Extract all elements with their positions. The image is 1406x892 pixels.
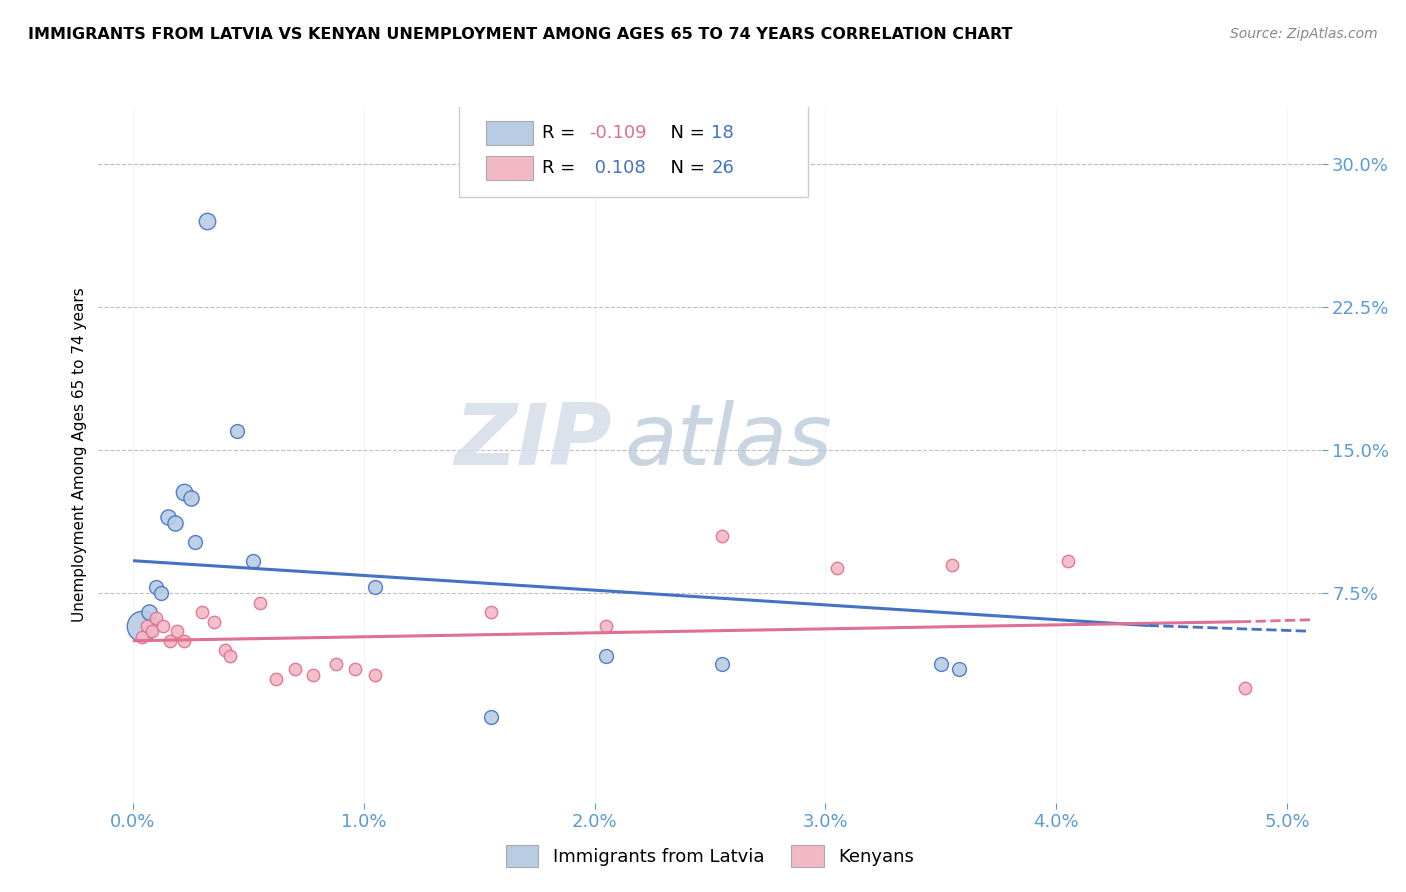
Point [149,586,172,600]
Text: N =: N = [658,125,710,143]
Point [1056,554,1078,568]
Text: atlas: atlas [624,400,832,483]
Point [173,633,195,648]
Text: Source: ZipAtlas.com: Source: ZipAtlas.com [1230,27,1378,41]
Point [595,618,617,632]
Bar [486,156,533,180]
Text: 26: 26 [711,160,734,178]
Point [242,554,264,568]
Point [284,662,307,676]
Point [595,648,617,663]
Text: N =: N = [658,160,710,178]
Point [825,561,848,575]
Point [173,485,195,500]
Point [195,214,218,228]
Point [202,615,225,629]
Point [152,618,174,632]
Point [710,529,733,543]
Text: R =: R = [543,125,582,143]
Point [166,624,188,639]
Point [302,668,325,682]
Point [479,710,502,724]
Point [191,605,214,619]
Text: IMMIGRANTS FROM LATVIA VS KENYAN UNEMPLOYMENT AMONG AGES 65 TO 74 YEARS CORRELAT: IMMIGRANTS FROM LATVIA VS KENYAN UNEMPLO… [28,27,1012,42]
Text: -0.109: -0.109 [589,125,647,143]
Point [325,657,347,671]
Point [219,648,242,663]
Point [710,657,733,671]
Bar [486,121,533,145]
Y-axis label: Unemployment Among Ages 65 to 74 years: Unemployment Among Ages 65 to 74 years [72,287,87,623]
Point [249,596,271,610]
Text: 0.108: 0.108 [589,160,645,178]
Point [159,633,181,648]
Text: R =: R = [543,160,582,178]
Point [929,657,952,671]
Point [214,643,236,657]
Legend: Immigrants from Latvia, Kenyans: Immigrants from Latvia, Kenyans [499,838,921,874]
Point [180,491,202,505]
Point [364,668,387,682]
Point [184,534,207,549]
Point [264,672,287,686]
Point [145,581,167,595]
Point [135,618,157,632]
Point [364,581,387,595]
Point [225,424,247,438]
Point [138,605,160,619]
Point [131,618,153,632]
Point [948,662,970,676]
Text: 18: 18 [711,125,734,143]
Point [941,558,963,572]
Point [479,605,502,619]
Point [131,630,153,644]
Point [156,509,179,524]
Point [343,662,366,676]
Point [145,611,167,625]
Point [141,624,163,639]
Point [163,516,186,530]
FancyBboxPatch shape [460,103,808,197]
Text: ZIP: ZIP [454,400,612,483]
Point [1234,681,1257,696]
